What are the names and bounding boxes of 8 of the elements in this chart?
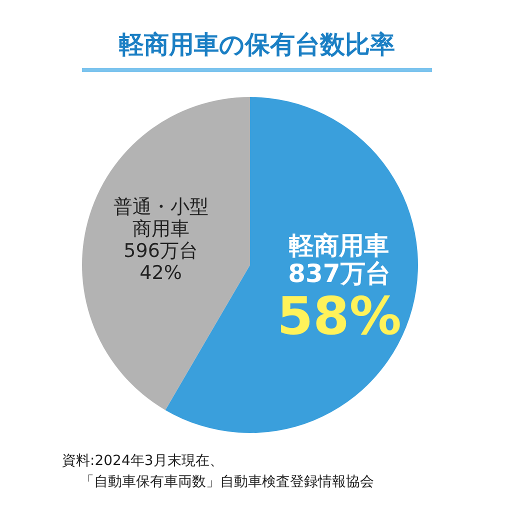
data-label: 596万台 42% <box>122 240 199 285</box>
chart-title: 軽商用車の保有台数比率 <box>118 29 396 61</box>
slice-label: 普通・小型商用車 <box>112 196 210 242</box>
pie-slice <box>82 97 250 410</box>
data-label: 837万台 58% <box>276 259 402 348</box>
text: 「自動車保有車両数」自動車検査登録情報協会 <box>80 473 374 491</box>
slice-label: 軽商用車 <box>288 230 390 260</box>
text: 資料:2024年3月末現在、 <box>62 452 224 470</box>
